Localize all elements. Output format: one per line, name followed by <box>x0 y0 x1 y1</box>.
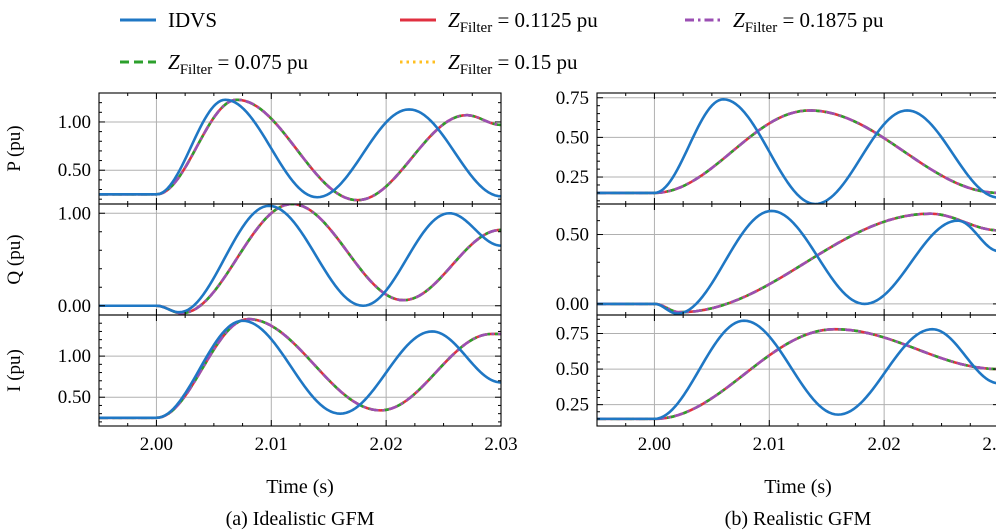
axes-frame <box>98 314 502 427</box>
legend-entry-z075: ZFilter = 0.075 pu <box>120 50 309 78</box>
y-axis-label: Q (pu) <box>4 234 25 284</box>
y-axis-label: I (pu) <box>4 349 25 392</box>
series-line-z1875 <box>99 98 501 202</box>
x-tick-label: 2.03 <box>982 434 996 455</box>
y-tick-label: 0.00 <box>556 294 589 315</box>
x-axis-label: Time (s) <box>764 476 832 498</box>
x-tick-label: 2.02 <box>868 434 901 455</box>
y-tick-label: 0.50 <box>556 225 589 246</box>
y-tick-label: 1.00 <box>58 203 91 224</box>
series-line-idvs <box>597 209 996 315</box>
y-tick-label: 0.25 <box>556 395 589 416</box>
x-tick-label: 2.00 <box>140 434 173 455</box>
series-line-idvs <box>99 319 501 420</box>
legend-label: IDVS <box>168 8 217 32</box>
y-axis-label: P (pu) <box>4 125 25 171</box>
series-line-z075 <box>99 98 501 202</box>
axes-frame <box>98 203 502 316</box>
series-line-idvs <box>597 98 996 204</box>
series-line-z075 <box>99 204 501 315</box>
axis-labels: Time (s) (a) Idealistic GFM Time (s) (b) Re… <box>226 476 872 530</box>
series-line-z1125 <box>99 204 501 315</box>
y-tick-label: 1.00 <box>58 112 91 133</box>
y-tick-label: 0.50 <box>556 359 589 380</box>
legend-label: ZFilter = 0.1125 pu <box>448 8 598 36</box>
panels: 0.50 1.00 P (pu) 0.00 1.00 Q (pu) 0.50 1.00 I (p… <box>4 88 996 455</box>
subfigure-caption: (b) Realistic GFM <box>725 508 872 530</box>
x-tick-label: 2.03 <box>484 434 517 455</box>
series-line-z1875 <box>597 109 996 195</box>
legend-label: ZFilter = 0.075 pu <box>168 50 309 78</box>
y-tick-label: 0.00 <box>58 296 91 317</box>
legend-entry-z15: ZFilter = 0.15 pu <box>400 50 578 78</box>
panel-1-1: 0.00 0.50 <box>556 203 996 316</box>
series-line-z1875 <box>99 204 501 315</box>
x-tick-label: 2.00 <box>638 434 671 455</box>
series-line-idvs <box>597 319 996 421</box>
x-axis-label: Time (s) <box>266 476 334 498</box>
subfigure-caption: (a) Idealistic GFM <box>226 508 375 530</box>
series-line-z15 <box>99 204 501 315</box>
legend-label: ZFilter = 0.1875 pu <box>733 8 884 36</box>
x-tick-label: 2.02 <box>370 434 403 455</box>
legend-entry-z1125: ZFilter = 0.1125 pu <box>400 8 598 36</box>
legend-label: ZFilter = 0.15 pu <box>448 50 578 78</box>
panel-0-2: 0.50 1.00 I (pu) 2.00 2.01 2.02 2.03 <box>4 314 518 455</box>
panel-0-0: 0.50 1.00 P (pu) <box>4 92 502 205</box>
x-tick-label: 2.01 <box>255 434 288 455</box>
series-line-idvs <box>99 98 501 199</box>
series-line-z1125 <box>99 98 501 202</box>
series-line-z075 <box>597 109 996 195</box>
series-line-z15 <box>597 109 996 195</box>
y-tick-label: 0.50 <box>58 160 91 181</box>
y-tick-label: 0.50 <box>58 387 91 408</box>
legend-entry-z1875: ZFilter = 0.1875 pu <box>685 8 884 36</box>
series-line-z1125 <box>597 109 996 195</box>
axes-frame <box>596 314 996 427</box>
x-tick-label: 2.01 <box>753 434 786 455</box>
y-tick-label: 0.75 <box>556 88 589 109</box>
axes-frame <box>596 203 996 316</box>
y-tick-label: 1.00 <box>58 346 91 367</box>
y-tick-label: 0.25 <box>556 167 589 188</box>
axes-frame <box>596 92 996 205</box>
panel-1-2: 0.25 0.50 0.75 2.00 2.01 2.02 2.03 <box>556 314 996 455</box>
legend-entry-idvs: IDVS <box>120 8 217 32</box>
series-line-idvs <box>99 204 501 314</box>
panel-0-1: 0.00 1.00 Q (pu) <box>4 203 502 317</box>
series-line-z15 <box>99 98 501 202</box>
y-tick-label: 0.75 <box>556 324 589 345</box>
y-tick-label: 0.50 <box>556 127 589 148</box>
panel-1-0: 0.25 0.50 0.75 <box>556 88 996 205</box>
series-line-z1875 <box>597 327 996 421</box>
legend: IDVS ZFilter = 0.075 pu ZFilter = 0.1125 p… <box>120 8 884 78</box>
